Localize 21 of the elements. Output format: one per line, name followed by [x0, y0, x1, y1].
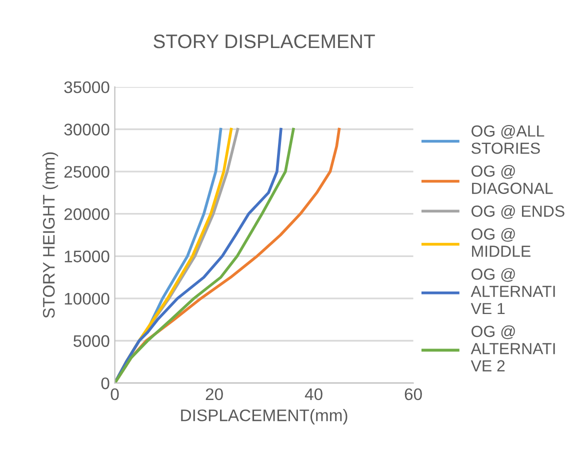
y-tick-label: 25000 — [64, 166, 110, 178]
x-tick-label: 40 — [304, 388, 322, 400]
y-tick-label: 35000 — [64, 81, 110, 94]
y-tick-label: 10000 — [64, 292, 110, 305]
legend-label: OG @ DIAGONAL — [472, 165, 553, 194]
legend-label: OG @ ENDS — [472, 205, 564, 219]
y-axis-title: STORY HEIGHT (mm) — [42, 152, 58, 318]
y-tick-label: 0 — [101, 377, 110, 390]
x-tick-label: 20 — [206, 388, 223, 400]
y-tick-label: 20000 — [64, 208, 110, 220]
legend-label: OG @ ALTERNATIVE 1 — [470, 268, 555, 314]
y-tick-label: 5000 — [74, 335, 110, 347]
x-tick-label: 60 — [404, 388, 422, 400]
legend-label: OG @ALL STORIES — [472, 124, 544, 154]
x-tick-label: 0 — [110, 388, 119, 400]
x-axis-title: DISPLACEMENT(mm) — [181, 409, 348, 425]
y-tick-label: 30000 — [64, 124, 110, 136]
y-tick-label: 15000 — [64, 250, 110, 262]
chart-title: STORY DISPLACEMENT — [154, 34, 375, 48]
legend-label: OG @ MIDDLE — [472, 228, 530, 257]
legend-label: OG @ ALTERNATIVE 2 — [470, 325, 555, 372]
